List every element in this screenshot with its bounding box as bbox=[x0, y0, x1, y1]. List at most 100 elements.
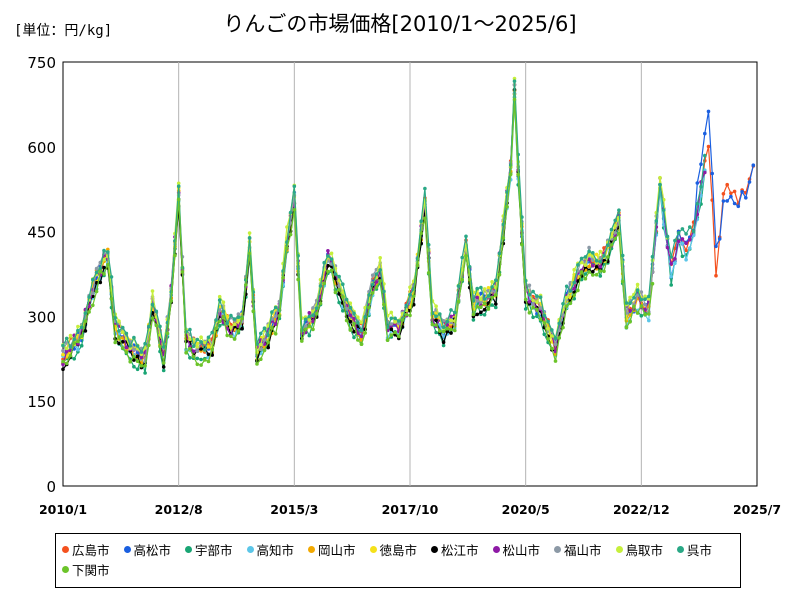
data-point bbox=[344, 306, 349, 311]
data-point bbox=[494, 278, 498, 283]
data-point bbox=[445, 326, 450, 331]
data-point bbox=[195, 349, 200, 354]
data-point bbox=[434, 330, 438, 335]
data-point bbox=[438, 329, 442, 333]
data-point bbox=[94, 266, 99, 271]
data-point bbox=[613, 236, 617, 241]
data-point bbox=[650, 254, 655, 259]
data-point bbox=[76, 339, 80, 344]
data-point bbox=[147, 324, 151, 329]
data-point bbox=[579, 256, 584, 261]
data-point bbox=[546, 326, 550, 331]
series-下関市 bbox=[61, 97, 655, 368]
data-point bbox=[594, 252, 599, 257]
data-point bbox=[210, 330, 214, 335]
data-point bbox=[688, 246, 692, 250]
legend-marker-icon bbox=[554, 546, 561, 553]
data-point bbox=[550, 346, 554, 351]
data-point bbox=[643, 302, 647, 307]
data-point bbox=[124, 331, 129, 336]
data-point bbox=[158, 324, 162, 329]
legend-marker-icon bbox=[431, 546, 438, 553]
data-point bbox=[76, 328, 80, 333]
data-point bbox=[576, 288, 580, 293]
data-point bbox=[587, 270, 591, 274]
data-point bbox=[609, 227, 614, 232]
data-point bbox=[210, 347, 214, 352]
data-point bbox=[329, 251, 334, 256]
data-point bbox=[587, 257, 591, 262]
data-point bbox=[64, 361, 69, 366]
data-point bbox=[467, 265, 472, 269]
data-point bbox=[76, 342, 80, 346]
line-chart: 2010/1 2012/8 2015/3 2017/10 2020/5 2022/12 20… bbox=[27, 54, 781, 517]
data-point bbox=[617, 208, 621, 212]
data-point bbox=[68, 353, 73, 358]
data-point bbox=[195, 362, 200, 367]
data-point bbox=[550, 328, 554, 332]
legend-marker-icon bbox=[677, 546, 684, 553]
data-point bbox=[684, 257, 688, 262]
data-point bbox=[303, 324, 308, 329]
data-point bbox=[441, 319, 446, 323]
data-point bbox=[382, 303, 386, 307]
data-point bbox=[161, 345, 166, 349]
data-point bbox=[378, 255, 383, 260]
data-point bbox=[79, 325, 84, 330]
data-point bbox=[535, 294, 539, 298]
data-point bbox=[516, 172, 520, 177]
data-point bbox=[467, 277, 472, 282]
data-point bbox=[400, 318, 405, 322]
data-point bbox=[359, 334, 364, 339]
data-point bbox=[352, 329, 356, 334]
data-point bbox=[497, 272, 502, 277]
data-point bbox=[389, 327, 394, 332]
data-point bbox=[564, 284, 569, 289]
data-point bbox=[445, 319, 450, 324]
legend-marker-icon bbox=[62, 546, 69, 553]
data-point bbox=[486, 286, 491, 290]
data-point bbox=[374, 280, 379, 284]
legend-label: 呉市 bbox=[687, 543, 713, 558]
data-point bbox=[314, 306, 319, 311]
data-point bbox=[311, 319, 315, 324]
data-point bbox=[120, 340, 125, 344]
data-point bbox=[434, 318, 438, 323]
data-point bbox=[307, 324, 312, 328]
data-point bbox=[572, 293, 576, 298]
data-point bbox=[635, 288, 640, 292]
data-point bbox=[598, 274, 603, 278]
data-point bbox=[568, 301, 573, 306]
data-point bbox=[449, 324, 453, 329]
data-point bbox=[482, 313, 487, 317]
data-point bbox=[352, 321, 356, 326]
data-point bbox=[419, 219, 424, 223]
data-point bbox=[221, 315, 226, 319]
data-point bbox=[572, 280, 576, 285]
data-point bbox=[508, 172, 513, 177]
data-point bbox=[661, 208, 666, 212]
data-point bbox=[505, 190, 509, 194]
data-point bbox=[240, 316, 244, 321]
data-point bbox=[583, 263, 588, 268]
data-point bbox=[449, 331, 453, 335]
data-point bbox=[512, 97, 517, 102]
data-point bbox=[180, 270, 185, 274]
data-point bbox=[266, 345, 271, 350]
data-point bbox=[490, 295, 494, 300]
data-point bbox=[356, 315, 360, 320]
data-point bbox=[61, 352, 65, 357]
data-point bbox=[337, 292, 341, 296]
data-point bbox=[150, 302, 155, 307]
data-point bbox=[132, 354, 136, 359]
data-point bbox=[703, 170, 707, 175]
legend-item: 高松市 bbox=[123, 540, 171, 559]
data-point bbox=[98, 280, 103, 285]
data-point bbox=[199, 335, 203, 340]
data-point bbox=[277, 314, 282, 318]
data-point bbox=[117, 335, 121, 339]
legend-item: 福山市 bbox=[554, 540, 602, 559]
data-point bbox=[546, 319, 550, 324]
data-point bbox=[292, 184, 297, 189]
unit-label: [単位：円/kg] bbox=[14, 23, 113, 39]
